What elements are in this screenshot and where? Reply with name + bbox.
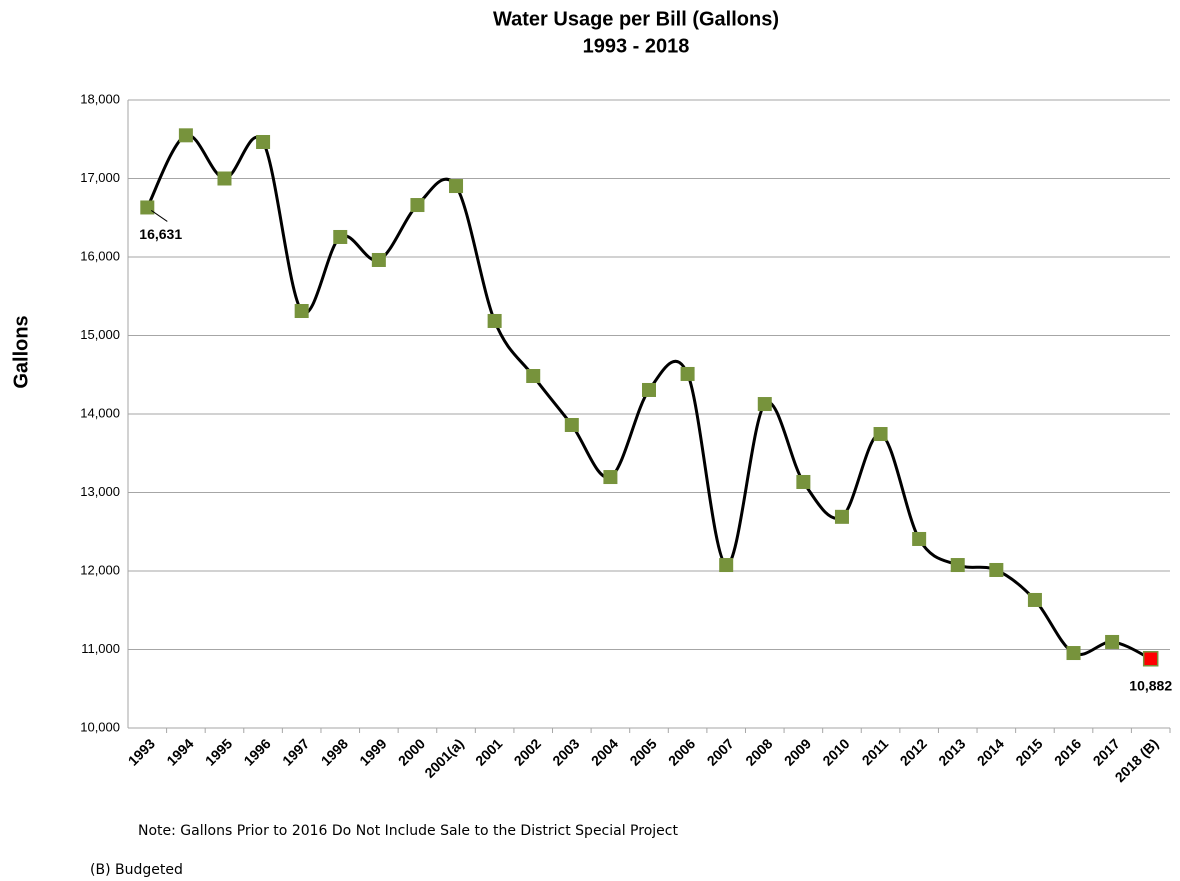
y-tick-label: 17,000 (80, 170, 120, 185)
marker (603, 470, 618, 485)
y-tick-label: 10,000 (80, 719, 120, 734)
x-tick-label: 2003 (549, 735, 582, 768)
marker (410, 198, 425, 213)
y-axis-label: Gallons (10, 315, 32, 388)
x-tick-label: 2004 (588, 735, 621, 768)
chart-subtitle: 1993 - 2018 (583, 35, 690, 57)
marker (178, 128, 193, 143)
marker (140, 200, 155, 215)
x-tick-label: 1996 (240, 735, 273, 768)
marker (333, 229, 348, 244)
x-tick-label: 1997 (279, 735, 312, 768)
x-tick-label: 1993 (125, 735, 158, 768)
marker (719, 558, 734, 573)
y-tick-label: 16,000 (80, 248, 120, 263)
marker (564, 417, 579, 432)
y-tick-label: 12,000 (80, 562, 120, 577)
y-tick-label: 15,000 (80, 327, 120, 342)
marker (1142, 651, 1159, 667)
x-tick-label: 2018 (B) (1112, 735, 1162, 785)
x-tick-label: 2010 (819, 735, 852, 768)
marker (1066, 646, 1081, 661)
x-tick-label: 2006 (665, 735, 698, 768)
x-tick-label: 1999 (356, 735, 389, 768)
x-tick-label: 2000 (395, 735, 428, 768)
marker (294, 304, 309, 319)
x-tick-label: 2011 (859, 735, 892, 768)
marker (912, 531, 927, 546)
x-tick-label: 2007 (704, 735, 737, 768)
marker (796, 474, 811, 489)
note: (B) Budgeted (90, 862, 183, 878)
x-tick-label: 2001 (472, 735, 505, 768)
data-label: 16,631 (139, 226, 182, 242)
marker (757, 397, 772, 412)
marker (449, 179, 464, 194)
x-tick-label: 2001(a) (421, 735, 466, 780)
marker (680, 366, 695, 381)
marker (217, 171, 232, 186)
x-tick-label: 2017 (1090, 735, 1123, 768)
marker (873, 427, 888, 442)
data-label: 10,882 (1129, 677, 1172, 693)
x-tick-label: 2008 (742, 735, 775, 768)
x-tick-label: 1998 (318, 735, 351, 768)
x-tick-label: 2016 (1051, 735, 1084, 768)
marker (371, 252, 386, 267)
chart-title: Water Usage per Bill (Gallons) (493, 8, 779, 30)
marker (256, 134, 271, 149)
note: Note: Gallons Prior to 2016 Do Not Inclu… (138, 823, 678, 839)
x-tick-label: 2013 (935, 735, 968, 768)
marker (950, 558, 965, 573)
marker (989, 562, 1004, 577)
y-tick-label: 18,000 (80, 91, 120, 106)
x-tick-label: 1994 (163, 735, 196, 768)
marker (642, 382, 656, 397)
marker (526, 369, 541, 384)
marker (1105, 634, 1120, 649)
x-tick-label: 1995 (202, 735, 235, 768)
x-tick-label: 2014 (974, 735, 1007, 768)
marker (834, 509, 849, 524)
y-tick-label: 11,000 (81, 641, 120, 656)
y-tick-label: 14,000 (80, 405, 120, 420)
x-tick-label: 2005 (626, 735, 659, 768)
leader-line (151, 210, 168, 222)
marker (1027, 592, 1042, 607)
x-tick-label: 2002 (511, 735, 544, 768)
y-tick-label: 13,000 (80, 484, 120, 499)
x-tick-label: 2012 (897, 735, 930, 768)
marker (487, 313, 502, 328)
x-tick-label: 2015 (1012, 735, 1045, 768)
x-tick-label: 2009 (781, 735, 814, 768)
